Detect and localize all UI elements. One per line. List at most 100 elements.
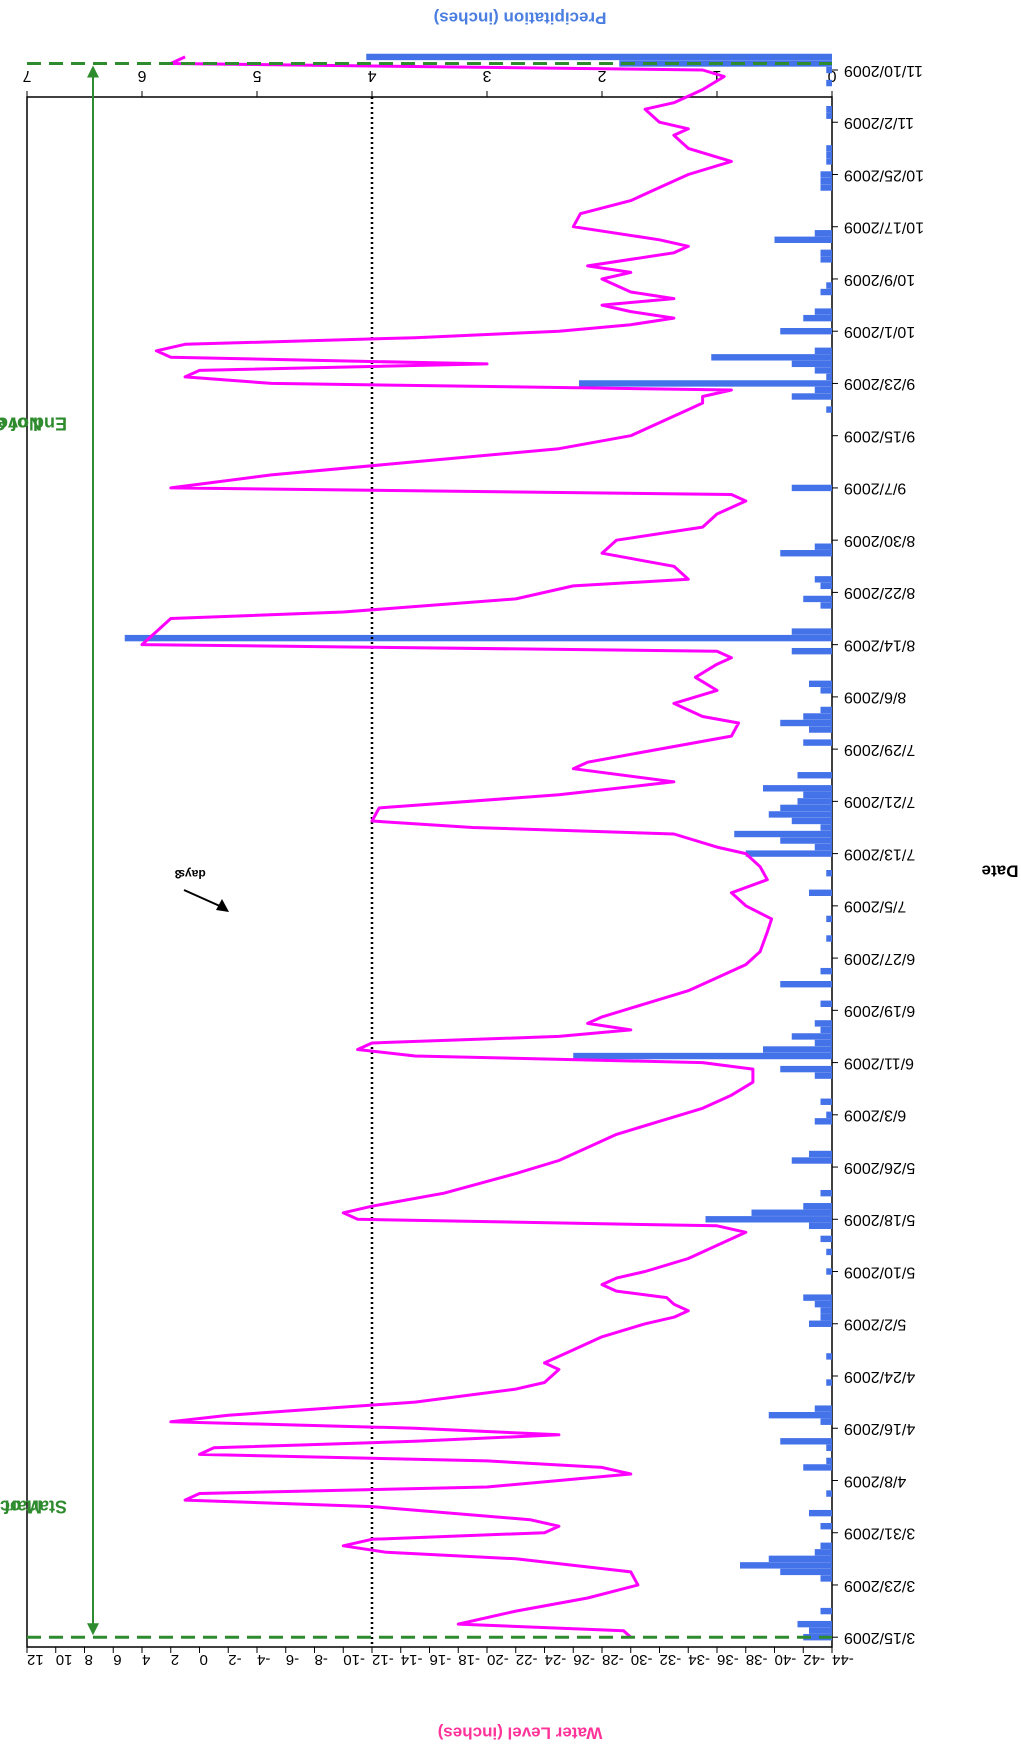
precip-bar	[619, 60, 832, 67]
precip-bar	[803, 1203, 832, 1210]
precip-bar	[826, 1444, 832, 1452]
x-tick-label: 10/17/2009	[844, 218, 924, 235]
x-tick-label: 10/25/2009	[844, 166, 924, 183]
x-tick-label: 9/7/2009	[844, 480, 906, 497]
precip-bar	[820, 249, 832, 257]
x-axis-title: Date	[982, 862, 1019, 881]
precip-bar	[780, 1568, 832, 1576]
precip-bar	[791, 647, 832, 655]
precip-bar	[820, 1522, 832, 1530]
precip-bar	[820, 1307, 832, 1314]
y-right-tick-label: 3	[482, 67, 491, 84]
precip-bar	[809, 726, 832, 733]
precip-bar	[814, 1039, 832, 1047]
y-left-tick-label: -22	[516, 1651, 538, 1668]
precip-bar	[711, 354, 832, 361]
precip-bar	[826, 1268, 832, 1275]
x-tick-label: 4/24/2009	[844, 1368, 915, 1385]
precip-bar	[826, 915, 832, 923]
y-left-tick-label: -10	[343, 1651, 365, 1668]
precip-bar	[820, 177, 832, 185]
precip-bar	[803, 1294, 832, 1301]
precip-bar	[780, 328, 832, 335]
precip-bar	[826, 105, 832, 113]
precip-bar	[820, 1098, 832, 1105]
callout-arrowhead	[216, 899, 229, 912]
plot-frame	[26, 96, 833, 1648]
precip-bar	[809, 1320, 832, 1327]
precip-bar	[734, 830, 832, 838]
precip-bar	[814, 1020, 832, 1027]
precip-bar	[797, 1620, 832, 1628]
y-right-tick-label: 6	[137, 67, 146, 84]
precip-bar	[797, 798, 832, 805]
x-tick-label: 5/26/2009	[844, 1159, 915, 1176]
y-left-tick-label: 12	[27, 1651, 44, 1668]
y-left-tick-label: -28	[602, 1651, 624, 1668]
y-left-tick-label: -42	[803, 1651, 825, 1668]
precip-bar	[820, 687, 832, 694]
precip-bar	[814, 1549, 832, 1556]
x-tick-label: 5/2/2009	[844, 1316, 906, 1333]
y-right-axis-title: Precipitation (inches)	[434, 9, 607, 28]
precip-bar	[809, 1150, 832, 1158]
y-left-tick-label: -38	[746, 1651, 768, 1668]
precip-bar	[826, 935, 832, 942]
y-right-tick-label: 7	[22, 67, 31, 84]
precip-bar	[124, 634, 832, 642]
precip-bar	[803, 314, 832, 322]
precip-bar	[803, 739, 832, 746]
precip-bar	[751, 1209, 832, 1216]
precip-bar	[826, 373, 832, 381]
precip-bar	[814, 843, 832, 851]
precip-bar	[826, 1353, 832, 1360]
y-left-tick-label: -4	[257, 1651, 270, 1668]
precip-bar	[826, 66, 832, 74]
y-right-tick-label: 2	[597, 67, 606, 84]
precip-bar	[814, 543, 832, 550]
precip-bar	[366, 53, 832, 61]
precip-bar	[809, 1627, 832, 1634]
precip-bar	[791, 817, 832, 825]
precip-bar	[803, 791, 832, 799]
precip-bar	[814, 1072, 832, 1079]
x-tick-label: 6/27/2009	[844, 950, 915, 967]
x-tick-label: 6/19/2009	[844, 1002, 915, 1019]
precip-bar	[579, 380, 832, 387]
y-left-tick-label: -40	[775, 1651, 797, 1668]
y-left-tick-label: -26	[573, 1651, 595, 1668]
x-tick-label: 8/30/2009	[844, 532, 915, 549]
callout-label: days	[178, 867, 206, 881]
precip-bar	[820, 1418, 832, 1425]
precip-bar	[826, 1379, 832, 1386]
precip-bar	[768, 1411, 832, 1419]
x-tick-label: 7/5/2009	[844, 898, 906, 915]
y-left-tick-label: 8	[85, 1651, 93, 1668]
y-left-tick-label: -32	[660, 1651, 682, 1668]
x-tick-label: 6/3/2009	[844, 1107, 906, 1124]
precip-bar	[826, 151, 832, 159]
season-span-arrowhead	[87, 1623, 99, 1636]
precip-bar	[797, 772, 832, 779]
precip-bar	[803, 1634, 832, 1641]
x-tick-label: 11/2/2009	[844, 114, 914, 131]
precip-bar	[820, 706, 832, 714]
precip-bar	[803, 713, 832, 720]
precip-bar	[820, 256, 832, 263]
precip-bar	[820, 824, 832, 831]
precip-bar	[791, 1157, 832, 1164]
callout-arrow	[183, 889, 223, 908]
x-tick-label: 7/29/2009	[844, 741, 915, 758]
x-tick-label: 3/23/2009	[844, 1577, 915, 1594]
precip-bar	[826, 869, 832, 877]
precip-bar	[826, 79, 832, 87]
y-right-tick-label: 4	[367, 67, 376, 84]
x-tick-label: 5/18/2009	[844, 1211, 915, 1228]
precip-bar	[826, 1457, 832, 1465]
y-left-tick-label: 6	[113, 1651, 121, 1668]
y-left-tick-label: -36	[717, 1651, 739, 1668]
precip-bar	[820, 288, 832, 296]
x-tick-label: 8/14/2009	[844, 636, 915, 653]
x-tick-label: 10/9/2009	[844, 271, 915, 288]
precip-bar	[780, 1065, 832, 1073]
